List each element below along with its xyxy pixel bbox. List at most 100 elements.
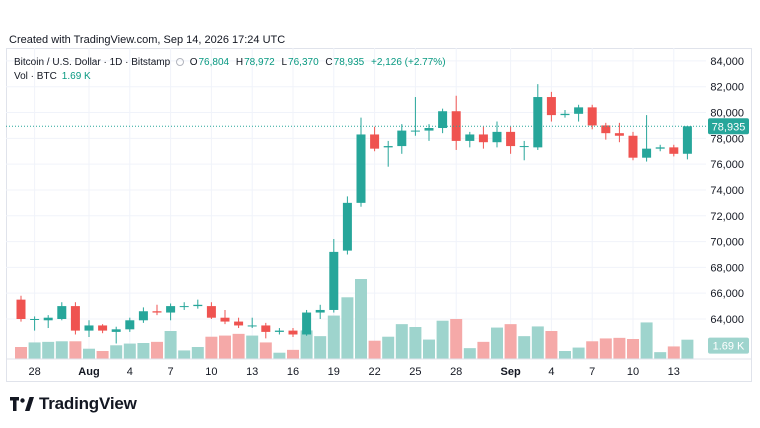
candle-body xyxy=(546,97,556,116)
volume-bar xyxy=(151,341,163,359)
candle-body xyxy=(206,306,216,318)
volume-bar xyxy=(409,327,422,359)
candle-body xyxy=(234,321,244,326)
volume-bar xyxy=(96,351,109,359)
price-tick-label: 74,000 xyxy=(710,185,744,197)
volume-bar xyxy=(640,322,653,359)
candle-body xyxy=(302,312,312,335)
low-label: L xyxy=(281,57,288,68)
volume-value: 1.69 K xyxy=(61,71,91,82)
candle-body xyxy=(342,202,352,251)
candle-body xyxy=(410,130,420,132)
volume-bar xyxy=(382,336,395,359)
volume-bar xyxy=(42,341,55,359)
candle-body xyxy=(166,306,176,313)
candle-body xyxy=(655,147,665,149)
volume-bar xyxy=(368,340,381,359)
volume-bar xyxy=(191,347,204,359)
candle-body xyxy=(220,317,230,322)
candle-body xyxy=(574,107,584,114)
volume-bar xyxy=(314,336,327,359)
last-price-label: 78,935 xyxy=(712,121,746,133)
candle-body xyxy=(16,299,26,319)
price-tick-label: 70,000 xyxy=(710,237,744,249)
close-label: C xyxy=(325,57,333,68)
candle-body xyxy=(465,134,475,141)
candle-body xyxy=(682,126,692,154)
volume-label[interactable]: Vol · BTC xyxy=(14,71,57,82)
volume-bar xyxy=(504,324,517,359)
price-tick-label: 84,000 xyxy=(710,56,744,68)
candle-body xyxy=(288,330,298,335)
time-tick-label: 13 xyxy=(668,366,680,378)
candle-body xyxy=(424,128,434,131)
candle-body xyxy=(329,251,339,310)
candle-body xyxy=(506,131,516,147)
time-tick-label: Sep xyxy=(501,366,521,378)
candle-body xyxy=(383,146,393,148)
candle-body xyxy=(628,135,638,158)
candle-body xyxy=(642,148,652,158)
candle-body xyxy=(30,318,40,320)
time-tick-label: 13 xyxy=(246,366,258,378)
time-tick-label: 28 xyxy=(28,366,40,378)
volume-bar xyxy=(137,343,150,359)
volume-bar xyxy=(518,336,531,359)
time-tick-label: 10 xyxy=(627,366,639,378)
candle-body xyxy=(356,134,366,203)
candle-body xyxy=(152,311,162,313)
time-tick-label: 7 xyxy=(168,366,174,378)
time-tick-label: 19 xyxy=(328,366,340,378)
volume-bar xyxy=(273,352,286,359)
volume-badge-label: 1.69 K xyxy=(713,341,745,353)
candle-body xyxy=(261,325,271,332)
ohlc-row: Bitcoin / U.S. Dollar · 1D · Bitstamp O7… xyxy=(14,56,450,70)
volume-bars xyxy=(15,279,694,359)
time-tick-label: 10 xyxy=(205,366,217,378)
volume-bar xyxy=(123,343,136,359)
price-candles xyxy=(16,84,692,344)
volume-bar xyxy=(178,350,191,359)
candle-body xyxy=(84,325,94,331)
time-tick-label: 4 xyxy=(127,366,133,378)
price-axis[interactable]: 84,000 82,000 80,000 78,000 76,000 74,000 72,0… xyxy=(706,48,744,382)
volume-bar xyxy=(463,348,476,359)
volume-bar xyxy=(423,339,435,359)
candle-body xyxy=(601,125,611,134)
candle-body xyxy=(193,304,203,307)
volume-bar xyxy=(246,335,259,359)
time-tick-label: 28 xyxy=(450,366,462,378)
candle-body xyxy=(138,311,148,321)
candle-body xyxy=(125,320,135,330)
market-status-dot-icon xyxy=(175,58,184,66)
candlestick-chart[interactable]: 78,935 1.69 K 84,000 82,000 80,000 78,000 76,… xyxy=(6,48,752,382)
price-tick-label: 66,000 xyxy=(710,288,744,300)
price-tick-label: 76,000 xyxy=(710,159,744,171)
low-value: 76,370 xyxy=(288,57,319,68)
volume-bar xyxy=(164,331,177,359)
volume-bar xyxy=(613,337,626,359)
volume-bar xyxy=(232,333,245,359)
volume-bar xyxy=(110,345,123,359)
volume-bar xyxy=(436,320,449,359)
time-tick-label: 16 xyxy=(287,366,299,378)
tradingview-logo[interactable]: TradingView xyxy=(10,393,137,415)
price-change: +2,126 (+2.77%) xyxy=(371,57,446,68)
volume-bar xyxy=(559,351,571,359)
candle-body xyxy=(519,146,529,148)
time-axis[interactable]: 28 Aug 4 7 10 13 16 19 22 25 28 Sep 4 7 10 13 xyxy=(6,358,752,378)
volume-bar xyxy=(355,279,367,359)
price-tick-label: 72,000 xyxy=(710,211,744,223)
price-tick-label: 80,000 xyxy=(710,108,744,120)
candle-body xyxy=(397,130,407,147)
volume-bar xyxy=(300,330,313,359)
volume-bar xyxy=(654,352,667,359)
candle-body xyxy=(98,325,108,331)
volume-bar xyxy=(28,342,41,359)
volume-bar xyxy=(15,347,27,359)
symbol-description[interactable]: Bitcoin / U.S. Dollar · 1D · Bitstamp xyxy=(14,57,171,68)
candle-body xyxy=(533,97,543,148)
candle-body xyxy=(587,107,597,126)
candle-body xyxy=(370,134,380,149)
volume-bar xyxy=(219,335,231,359)
